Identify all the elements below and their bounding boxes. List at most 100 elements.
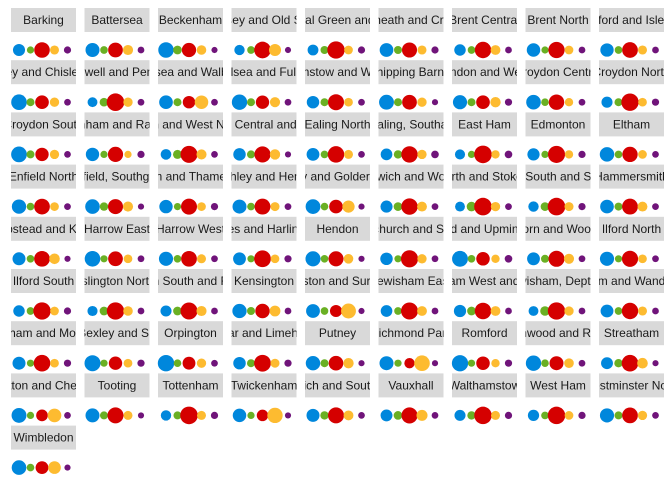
party-dot-green <box>26 254 35 263</box>
party-dot-green <box>320 150 329 159</box>
party-dot-green <box>614 202 623 211</box>
party-dot-green <box>26 411 35 420</box>
party-dot-labour <box>548 94 565 110</box>
facet-panel: Mitcham and Morden <box>11 321 76 372</box>
party-dot-green <box>320 359 329 368</box>
party-dot-green <box>540 254 550 263</box>
party-dot-labour <box>255 303 270 319</box>
party-dot-green <box>246 306 256 316</box>
party-dot-liberal-democrat <box>414 355 430 371</box>
party-dot-green <box>320 307 329 315</box>
party-dot-conservative <box>11 407 27 423</box>
party-dot-green <box>173 359 182 368</box>
party-dot-other <box>652 203 659 210</box>
party-dot-liberal-democrat <box>196 305 207 317</box>
facet-strip-label: City of London and Westminster <box>399 65 570 79</box>
party-dot-green <box>467 254 476 263</box>
party-dot-conservative <box>380 200 393 213</box>
party-dot-green <box>320 411 329 420</box>
party-dot-other <box>431 255 439 263</box>
party-dot-labour <box>622 198 638 215</box>
party-dot-green <box>247 255 255 263</box>
party-dot-labour <box>622 146 638 163</box>
facet-strip <box>305 112 370 137</box>
party-dot-conservative <box>380 409 393 422</box>
facet-panel: Lewisham East <box>378 269 444 320</box>
facet-strip <box>231 373 297 398</box>
party-dot-other <box>358 98 365 106</box>
facet-panel: Enfield, Southgate <box>84 164 150 215</box>
party-dot-conservative <box>85 43 100 57</box>
party-dot-green <box>467 359 476 367</box>
party-dot-green <box>100 255 108 263</box>
party-dot-liberal-democrat <box>416 409 428 421</box>
party-dot-green <box>614 411 623 420</box>
party-dot-liberal-democrat <box>194 95 209 109</box>
party-dot-labour <box>547 145 566 163</box>
party-dot-other <box>504 411 513 420</box>
facet-strip-label: Walthamstow <box>449 378 521 392</box>
party-dot-liberal-democrat <box>637 410 648 421</box>
party-dot-green <box>467 98 476 107</box>
facet-strip <box>158 164 223 189</box>
facet-strip-label: Feltham and Thamesmead <box>119 170 262 184</box>
party-dot-liberal-democrat <box>342 200 355 213</box>
party-dot-conservative <box>454 44 466 56</box>
party-dot-labour <box>254 146 271 163</box>
party-dot-conservative <box>306 147 320 161</box>
party-dot-green <box>394 307 402 315</box>
party-dot-conservative <box>234 44 245 56</box>
party-dot-green <box>26 202 35 211</box>
facet-strip <box>231 269 297 293</box>
facet-strip <box>11 60 76 85</box>
facet-strip <box>84 321 150 346</box>
facet-panel: Putney <box>305 321 370 371</box>
party-dot-green <box>614 359 623 368</box>
party-dot-labour <box>621 354 639 372</box>
facet-strip <box>11 321 76 346</box>
facet-panel: Northwood and Ruislip <box>525 321 591 371</box>
facet-strip-label: Kensington <box>234 274 294 288</box>
facet-strip <box>599 8 664 32</box>
party-dot-conservative <box>452 250 468 267</box>
party-dot-labour <box>404 358 415 369</box>
party-dot-labour <box>401 302 418 320</box>
facet-strip <box>158 321 223 346</box>
facet-panel: Kensington <box>231 269 297 319</box>
party-dot-green <box>172 149 183 159</box>
facet-strip-label: Edmonton <box>531 117 586 131</box>
facet-strip-label: Bermondsey and Old Southwark <box>178 13 352 27</box>
facet-strip <box>452 112 517 137</box>
party-dot-other <box>358 203 365 210</box>
party-dot-other <box>64 412 71 419</box>
party-dot-conservative <box>85 147 100 162</box>
facet-strip <box>378 216 444 241</box>
facet-strip-label: Hayes and Harlington <box>206 222 321 236</box>
facet-strip <box>599 112 664 137</box>
party-dot-green <box>614 46 623 54</box>
facet-strip-label: Chipping Barnet <box>368 65 455 79</box>
party-dot-labour <box>401 198 418 215</box>
facet-strip <box>378 164 444 189</box>
facet-strip-label: Islington South and Finsbury <box>114 274 266 288</box>
party-dot-other <box>211 307 218 315</box>
party-dot-conservative <box>11 146 27 163</box>
facet-strip-label: Eltham <box>613 117 650 131</box>
facet-panel: Bermondsey and Old Southwark <box>178 8 352 59</box>
party-dot-conservative <box>305 251 321 267</box>
party-dot-liberal-democrat <box>196 149 207 160</box>
facet-panel: Dagenham and Rainham <box>84 112 150 162</box>
facet-strip-label: Tooting <box>98 378 137 392</box>
party-dot-conservative <box>158 42 174 58</box>
party-dot-other <box>137 255 145 263</box>
party-dot-other <box>137 150 145 159</box>
party-dot-green <box>467 411 476 420</box>
party-dot-liberal-democrat <box>417 149 427 160</box>
party-dot-liberal-democrat <box>343 358 354 369</box>
party-dot-conservative <box>159 95 173 110</box>
facet-strip-label: Putney <box>319 326 356 340</box>
facet-panel: Sutton and Cheam <box>11 373 76 423</box>
facet-strip <box>452 321 517 346</box>
party-dot-green <box>541 359 549 368</box>
party-dot-labour <box>107 146 124 162</box>
